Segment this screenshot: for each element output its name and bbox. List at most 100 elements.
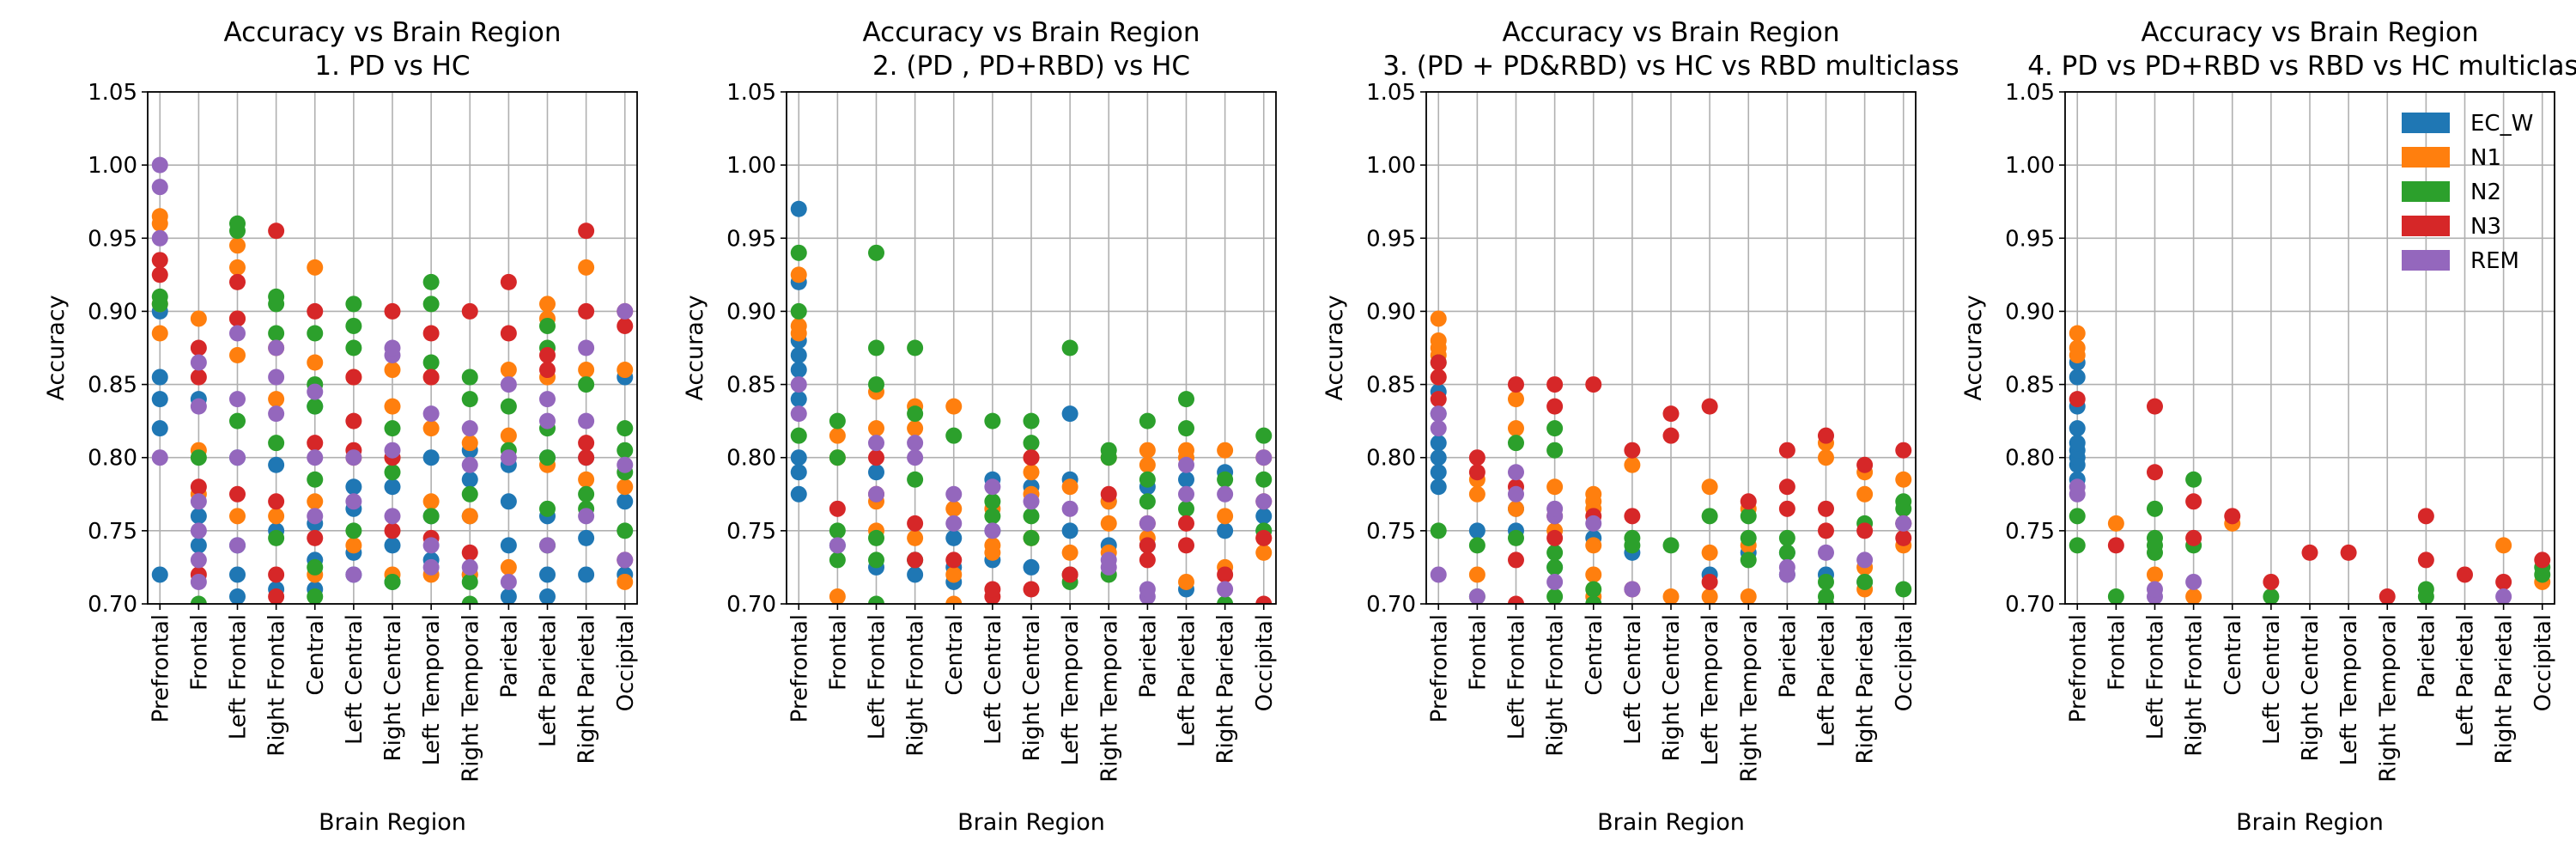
data-point-n1	[151, 208, 168, 225]
data-point-n1	[1100, 515, 1117, 532]
data-point-n1	[984, 537, 1001, 554]
data-point-rem	[1895, 515, 1912, 532]
y-tick-label: 0.90	[2005, 299, 2055, 325]
data-point-rem	[500, 449, 517, 466]
x-tick-label: Right Central	[1019, 614, 1045, 761]
data-point-n1	[307, 493, 324, 510]
data-point-n2	[1139, 412, 1156, 430]
data-point-n1	[2185, 588, 2202, 604]
data-point-ec-w	[945, 529, 963, 546]
data-point-ec-w	[151, 566, 168, 583]
data-point-rem	[1255, 449, 1273, 466]
x-tick-label: Right Parietal	[574, 614, 600, 764]
data-point-n1	[945, 398, 963, 415]
data-point-n2	[790, 427, 807, 444]
data-point-rem	[2069, 478, 2086, 496]
data-point-n1	[1701, 544, 1718, 561]
y-tick-label: 0.75	[726, 519, 776, 545]
data-point-n2	[617, 442, 634, 459]
data-point-n2	[1139, 493, 1156, 510]
data-point-n3	[307, 529, 324, 546]
x-tick-label: Right Frontal	[264, 614, 290, 757]
data-point-n1	[500, 558, 517, 576]
data-point-rem	[1139, 581, 1156, 598]
data-point-rem	[190, 398, 207, 415]
y-tick-label: 0.90	[88, 299, 137, 325]
data-point-ec-w	[500, 493, 517, 510]
legend-entry-label: N3	[2470, 214, 2501, 240]
x-tick-label: Left Parietal	[536, 614, 562, 747]
data-point-ec-w	[1468, 522, 1485, 539]
data-point-n3	[1178, 515, 1194, 532]
legend-swatch	[2402, 181, 2450, 202]
data-point-rem	[1468, 588, 1485, 604]
x-tick-label: Frontal	[825, 614, 851, 691]
y-axis-label: Accuracy	[682, 295, 708, 400]
data-point-n3	[539, 362, 556, 379]
x-tick-label: Right Central	[1659, 614, 1685, 761]
data-point-ec-w	[345, 478, 362, 496]
data-point-ec-w	[151, 420, 168, 437]
data-points	[2069, 325, 2551, 604]
data-point-n2	[868, 244, 884, 261]
data-point-n2	[1255, 427, 1273, 444]
x-tick-label: Prefrontal	[148, 614, 173, 722]
data-point-ec-w	[539, 588, 556, 604]
data-point-n2	[1546, 558, 1564, 576]
data-point-ec-w	[790, 362, 807, 379]
data-point-n3	[945, 551, 963, 569]
x-tick-label: Frontal	[2104, 614, 2129, 691]
data-point-rem	[1178, 456, 1194, 473]
data-point-n3	[268, 566, 285, 583]
data-point-rem	[268, 405, 285, 423]
data-point-ec-w	[422, 449, 440, 466]
data-point-rem	[1217, 485, 1234, 503]
data-point-rem	[539, 537, 556, 554]
data-point-n1	[2069, 325, 2086, 342]
data-point-n3	[2417, 508, 2434, 525]
chart-title: Accuracy vs Brain Region	[1503, 17, 1840, 48]
data-point-n2	[984, 508, 1001, 525]
y-tick-label: 0.85	[726, 373, 776, 399]
data-point-n2	[1178, 420, 1194, 437]
data-point-n1	[307, 354, 324, 371]
data-point-n1	[461, 435, 478, 452]
data-point-n3	[307, 302, 324, 320]
data-point-rem	[190, 522, 207, 539]
x-axis-label: Brain Region	[1597, 809, 1745, 836]
data-point-n1	[500, 362, 517, 379]
data-point-n2	[1061, 339, 1078, 356]
y-axis-label: Accuracy	[1321, 295, 1348, 400]
data-point-ec-w	[151, 391, 168, 408]
data-point-ec-w	[1061, 405, 1078, 423]
y-tick-label: 1.05	[726, 80, 776, 106]
data-point-n1	[907, 529, 924, 546]
data-point-n1	[384, 362, 401, 379]
data-point-rem	[945, 515, 963, 532]
data-point-n1	[790, 317, 807, 334]
data-point-n1	[1217, 508, 1234, 525]
data-point-rem	[945, 485, 963, 503]
data-point-n3	[2185, 529, 2202, 546]
data-point-n3	[1430, 391, 1447, 408]
data-point-ec-w	[790, 449, 807, 466]
data-point-n3	[578, 302, 595, 320]
data-point-n2	[1778, 544, 1795, 561]
data-point-n3	[1178, 537, 1194, 554]
data-point-n2	[1856, 573, 1874, 590]
data-point-ec-w	[790, 347, 807, 364]
data-point-n2	[868, 551, 884, 569]
data-point-ec-w	[1023, 558, 1040, 576]
data-point-n2	[461, 369, 478, 386]
data-point-n3	[1546, 398, 1564, 415]
data-point-n1	[461, 508, 478, 525]
y-tick-label: 0.75	[88, 519, 137, 545]
data-point-rem	[345, 449, 362, 466]
y-tick-label: 0.80	[1366, 446, 1416, 472]
data-point-rem	[790, 405, 807, 423]
data-point-n2	[1818, 588, 1834, 604]
data-point-n1	[539, 295, 556, 313]
legend-swatch	[2402, 113, 2450, 133]
data-point-n1	[1430, 310, 1447, 327]
data-point-rem	[578, 412, 595, 430]
